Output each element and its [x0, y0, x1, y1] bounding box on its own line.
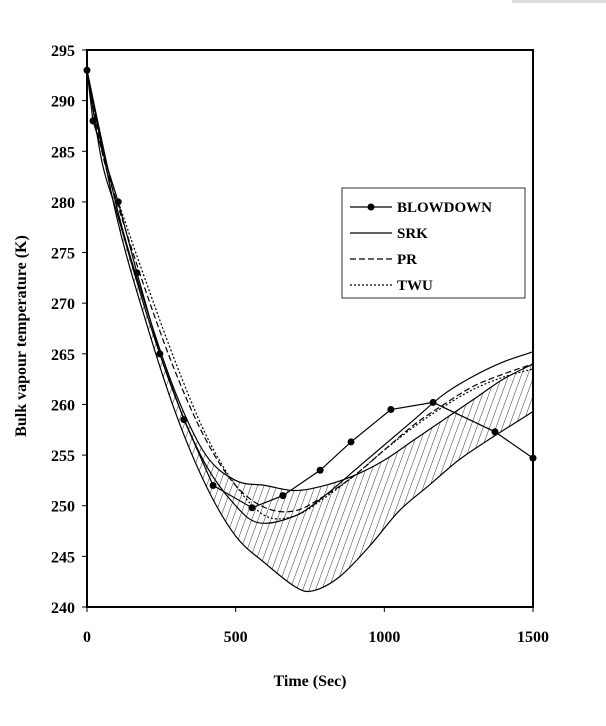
- x-tick-label: 500: [224, 629, 248, 646]
- series-twu-line: [86, 70, 534, 520]
- axes: 0 500 1000 1500 240 245 250 255 260 265 270 275 280 2…: [51, 43, 549, 646]
- y-tick-label: 295: [51, 43, 75, 60]
- band-lower-line: [86, 70, 534, 593]
- y-tick-label: 275: [51, 246, 75, 263]
- series-blowdown-point: [209, 481, 217, 489]
- y-tick-label: 260: [51, 397, 75, 414]
- series-blowdown-point: [316, 466, 324, 474]
- series-blowdown-point: [387, 406, 395, 414]
- legend-label-srk: SRK: [397, 226, 428, 242]
- scan-edge: [512, 0, 606, 3]
- plot-frame: [86, 49, 534, 608]
- series-lines: [83, 66, 537, 524]
- legend-marker-blowdown: [367, 203, 375, 211]
- legend: BLOWDOWN SRK PR TWU: [341, 187, 526, 299]
- y-tick-label: 280: [51, 195, 75, 212]
- series-blowdown-point: [279, 492, 287, 500]
- y-tick-label: 285: [51, 144, 75, 161]
- band-fill: [87, 70, 533, 592]
- x-tick-label: 1500: [517, 629, 549, 646]
- x-tick-label: 1000: [368, 629, 400, 646]
- y-tick-label: 265: [51, 347, 75, 364]
- y-axis-label: Bulk vapour temperature (K): [13, 235, 30, 437]
- x-axis-label: Time (Sec): [273, 673, 346, 690]
- y-tick-label: 250: [51, 499, 75, 516]
- legend-label-pr: PR: [397, 252, 417, 268]
- y-tick-label: 290: [51, 94, 75, 111]
- x-tick-label: 0: [83, 629, 91, 646]
- series-blowdown-point: [491, 428, 499, 436]
- legend-label-blowdown: BLOWDOWN: [397, 200, 492, 216]
- y-tick-label: 270: [51, 296, 75, 313]
- series-blowdown-point: [347, 438, 355, 446]
- y-tick-label: 255: [51, 448, 75, 465]
- y-tick-label: 240: [51, 600, 75, 617]
- series-blowdown-point: [248, 504, 256, 512]
- legend-label-twu: TWU: [397, 278, 433, 294]
- y-tick-label: 245: [51, 549, 75, 566]
- series-blowdown-point: [114, 198, 122, 206]
- series-srk-line: [86, 70, 534, 524]
